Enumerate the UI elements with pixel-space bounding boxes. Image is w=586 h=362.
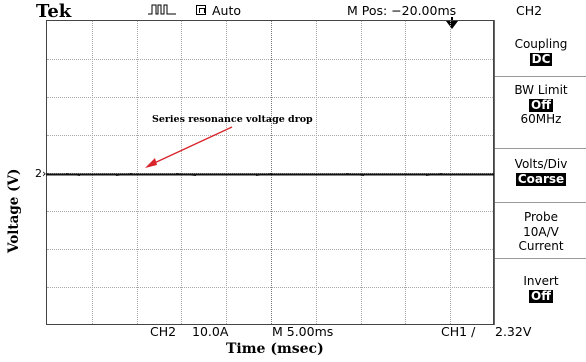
grid-line <box>360 21 362 324</box>
trigger-waveform-icon <box>148 3 176 18</box>
grid-line <box>226 21 228 324</box>
grid-line <box>47 211 493 212</box>
status-trigger-source: CH1 <box>441 324 468 339</box>
y-axis-label: Voltage (V) <box>6 168 22 253</box>
channel-marker-label: 2 <box>35 167 42 180</box>
annotation-label: Series resonance voltage drop <box>152 114 313 125</box>
menu-invert-value: Off <box>529 288 553 303</box>
grid-line <box>405 21 407 324</box>
menu-probe[interactable]: Probe 10A/V Current <box>495 202 586 258</box>
menu-probe-title: Probe <box>523 210 559 224</box>
menu-invert[interactable]: Invert Off <box>495 258 586 325</box>
grid-line <box>47 59 493 60</box>
acquire-mode-icon <box>196 5 206 15</box>
menu-bw-title: BW Limit <box>514 83 568 97</box>
status-timebase: M 5.00ms <box>272 324 334 339</box>
menu-volts-div[interactable]: Volts/Div Coarse <box>495 148 586 202</box>
acquire-mode: Auto <box>212 3 242 18</box>
grid-line <box>47 249 493 250</box>
menu-invert-title: Invert <box>523 274 559 288</box>
scope-graticule <box>46 20 494 325</box>
menu-coupling[interactable]: Coupling DC <box>495 20 586 76</box>
grid-line <box>91 21 93 324</box>
channel-menu: Coupling DC BW Limit Off 60MHz Volts/Div… <box>494 20 586 325</box>
grid-center-line <box>271 21 272 324</box>
grid-line <box>181 21 183 324</box>
status-trigger-level: 2.32V <box>495 324 532 339</box>
grid-line <box>47 97 493 98</box>
status-trigger: CH1 / <box>441 324 475 339</box>
menu-probe-ratio: 10A/V <box>523 224 559 239</box>
channel-ground-marker: 2› <box>35 167 47 180</box>
menu-channel-title: CH2 <box>516 3 543 18</box>
menu-bw-value: Off <box>529 97 553 112</box>
horizontal-position: M Pos: −20.00ms <box>347 3 457 18</box>
grid-line <box>450 21 452 324</box>
status-trigger-slope: / <box>471 324 476 339</box>
menu-volts-title: Volts/Div <box>514 157 568 171</box>
x-axis-label: Time (msec) <box>226 341 324 357</box>
grid-line <box>136 21 138 324</box>
menu-bw-limit[interactable]: BW Limit Off 60MHz <box>495 76 586 148</box>
menu-volts-value: Coarse <box>515 171 567 186</box>
status-scale: 10.0A <box>192 324 229 339</box>
menu-probe-type: Current <box>518 239 564 253</box>
status-channel: CH2 <box>150 324 177 339</box>
ch2-waveform-trace <box>46 173 494 176</box>
grid-line <box>315 21 317 324</box>
menu-bw-extra: 60MHz <box>520 112 562 126</box>
grid-line <box>47 135 493 136</box>
brand-logo: Tek <box>36 1 72 22</box>
grid-line <box>47 287 493 288</box>
menu-coupling-value: DC <box>529 51 553 66</box>
menu-coupling-title: Coupling <box>514 37 568 51</box>
